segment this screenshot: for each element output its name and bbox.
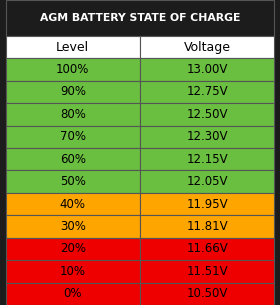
Text: 0%: 0% bbox=[64, 287, 82, 300]
Bar bbox=[140, 126, 274, 148]
Bar bbox=[6, 238, 140, 260]
Bar bbox=[140, 148, 274, 170]
Bar bbox=[140, 58, 274, 81]
Bar bbox=[140, 260, 274, 282]
Text: 11.51V: 11.51V bbox=[186, 265, 228, 278]
Bar bbox=[6, 126, 140, 148]
Bar bbox=[140, 103, 274, 126]
Bar bbox=[6, 282, 140, 305]
Bar bbox=[140, 81, 274, 103]
Bar bbox=[140, 238, 274, 260]
Text: 11.66V: 11.66V bbox=[186, 242, 228, 255]
Text: 12.75V: 12.75V bbox=[186, 85, 228, 99]
Text: 40%: 40% bbox=[60, 198, 86, 210]
Text: 50%: 50% bbox=[60, 175, 86, 188]
Text: Level: Level bbox=[56, 41, 89, 54]
Text: 13.00V: 13.00V bbox=[186, 63, 228, 76]
Text: 90%: 90% bbox=[60, 85, 86, 99]
Text: 60%: 60% bbox=[60, 153, 86, 166]
Bar bbox=[6, 170, 140, 193]
Text: Voltage: Voltage bbox=[184, 41, 231, 54]
Bar bbox=[140, 193, 274, 215]
Text: 10.50V: 10.50V bbox=[186, 287, 228, 300]
Text: 30%: 30% bbox=[60, 220, 86, 233]
Bar bbox=[6, 0, 274, 36]
Text: 20%: 20% bbox=[60, 242, 86, 255]
Bar bbox=[6, 36, 140, 58]
Bar bbox=[6, 260, 140, 282]
Bar bbox=[6, 58, 140, 81]
Bar bbox=[6, 215, 140, 238]
Bar bbox=[6, 81, 140, 103]
Text: 12.05V: 12.05V bbox=[186, 175, 228, 188]
Bar bbox=[140, 215, 274, 238]
Text: AGM BATTERY STATE OF CHARGE: AGM BATTERY STATE OF CHARGE bbox=[40, 13, 240, 23]
Text: 12.50V: 12.50V bbox=[186, 108, 228, 121]
Text: 11.81V: 11.81V bbox=[186, 220, 228, 233]
Bar bbox=[140, 36, 274, 58]
Text: 80%: 80% bbox=[60, 108, 86, 121]
Text: 11.95V: 11.95V bbox=[186, 198, 228, 210]
Bar bbox=[140, 282, 274, 305]
Text: 100%: 100% bbox=[56, 63, 90, 76]
Text: 70%: 70% bbox=[60, 130, 86, 143]
Bar bbox=[140, 170, 274, 193]
Text: 12.30V: 12.30V bbox=[186, 130, 228, 143]
Bar bbox=[6, 148, 140, 170]
Bar bbox=[6, 193, 140, 215]
Text: 12.15V: 12.15V bbox=[186, 153, 228, 166]
Bar bbox=[6, 103, 140, 126]
Text: 10%: 10% bbox=[60, 265, 86, 278]
